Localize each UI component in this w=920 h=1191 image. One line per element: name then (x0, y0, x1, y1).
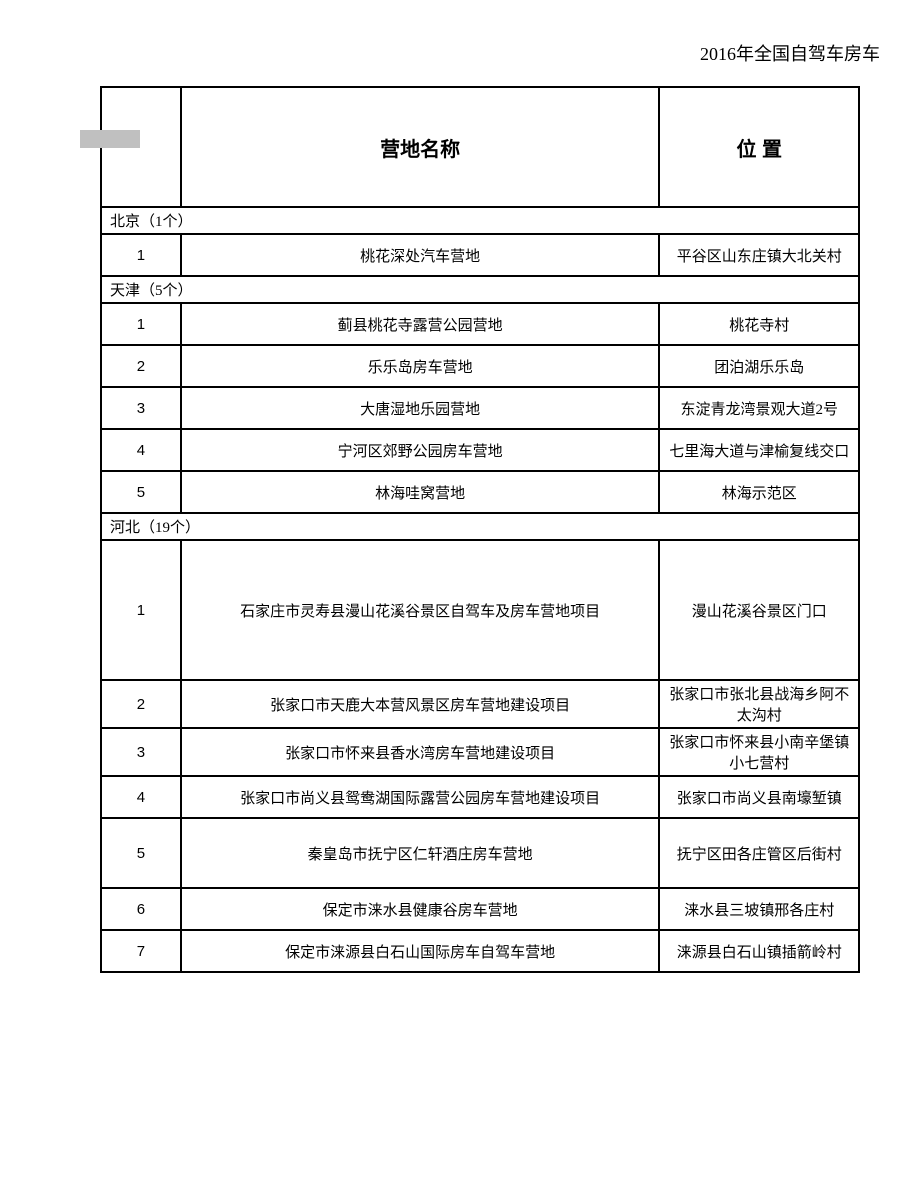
row-number: 6 (101, 888, 181, 930)
section-header-row: 北京（1个） (101, 207, 859, 234)
row-number: 2 (101, 345, 181, 387)
row-number: 2 (101, 680, 181, 728)
row-number: 1 (101, 234, 181, 276)
header-location-cell: 位 置 (659, 87, 859, 207)
campsite-location: 林海示范区 (659, 471, 859, 513)
row-number: 3 (101, 387, 181, 429)
row-number: 1 (101, 303, 181, 345)
campsite-table: 营地名称 位 置 北京（1个）1桃花深处汽车营地平谷区山东庄镇大北关村天津（5个… (100, 86, 860, 973)
campsite-location: 平谷区山东庄镇大北关村 (659, 234, 859, 276)
campsite-location: 张家口市张北县战海乡阿不太沟村 (659, 680, 859, 728)
campsite-location: 漫山花溪谷景区门口 (659, 540, 859, 680)
campsite-location: 东淀青龙湾景观大道2号 (659, 387, 859, 429)
campsite-name: 蓟县桃花寺露营公园营地 (181, 303, 660, 345)
campsite-name: 保定市涞源县白石山国际房车自驾车营地 (181, 930, 660, 972)
table-row: 4张家口市尚义县鸳鸯湖国际露营公园房车营地建设项目张家口市尚义县南壕堑镇 (101, 776, 859, 818)
table-row: 3大唐湿地乐园营地东淀青龙湾景观大道2号 (101, 387, 859, 429)
campsite-name: 宁河区郊野公园房车营地 (181, 429, 660, 471)
campsite-location: 抚宁区田各庄管区后街村 (659, 818, 859, 888)
table-row: 2乐乐岛房车营地团泊湖乐乐岛 (101, 345, 859, 387)
campsite-location: 涞源县白石山镇插箭岭村 (659, 930, 859, 972)
campsite-name: 张家口市怀来县香水湾房车营地建设项目 (181, 728, 660, 776)
page-title: 2016年全国自驾车房车 (20, 40, 900, 66)
campsite-name: 保定市涞水县健康谷房车营地 (181, 888, 660, 930)
campsite-name: 桃花深处汽车营地 (181, 234, 660, 276)
row-number: 1 (101, 540, 181, 680)
table-row: 2张家口市天鹿大本营风景区房车营地建设项目张家口市张北县战海乡阿不太沟村 (101, 680, 859, 728)
table-header-row: 营地名称 位 置 (101, 87, 859, 207)
row-number: 5 (101, 471, 181, 513)
table-row: 6保定市涞水县健康谷房车营地涞水县三坡镇邢各庄村 (101, 888, 859, 930)
campsite-name: 乐乐岛房车营地 (181, 345, 660, 387)
campsite-location: 张家口市怀来县小南辛堡镇小七营村 (659, 728, 859, 776)
section-label: 天津（5个） (101, 276, 859, 303)
section-header-row: 河北（19个） (101, 513, 859, 540)
campsite-location: 涞水县三坡镇邢各庄村 (659, 888, 859, 930)
campsite-name: 林海哇窝营地 (181, 471, 660, 513)
row-number: 4 (101, 776, 181, 818)
table-row: 5秦皇岛市抚宁区仁轩酒庄房车营地抚宁区田各庄管区后街村 (101, 818, 859, 888)
table-row: 5林海哇窝营地林海示范区 (101, 471, 859, 513)
gray-decoration (80, 130, 140, 148)
section-label: 北京（1个） (101, 207, 859, 234)
section-header-row: 天津（5个） (101, 276, 859, 303)
campsite-name: 大唐湿地乐园营地 (181, 387, 660, 429)
table-row: 7保定市涞源县白石山国际房车自驾车营地涞源县白石山镇插箭岭村 (101, 930, 859, 972)
row-number: 5 (101, 818, 181, 888)
campsite-location: 桃花寺村 (659, 303, 859, 345)
row-number: 3 (101, 728, 181, 776)
campsite-location: 张家口市尚义县南壕堑镇 (659, 776, 859, 818)
campsite-name: 秦皇岛市抚宁区仁轩酒庄房车营地 (181, 818, 660, 888)
header-name-cell: 营地名称 (181, 87, 660, 207)
campsite-name: 张家口市尚义县鸳鸯湖国际露营公园房车营地建设项目 (181, 776, 660, 818)
row-number: 7 (101, 930, 181, 972)
table-row: 3张家口市怀来县香水湾房车营地建设项目张家口市怀来县小南辛堡镇小七营村 (101, 728, 859, 776)
table-row: 4宁河区郊野公园房车营地七里海大道与津榆复线交口 (101, 429, 859, 471)
row-number: 4 (101, 429, 181, 471)
campsite-location: 七里海大道与津榆复线交口 (659, 429, 859, 471)
campsite-name: 石家庄市灵寿县漫山花溪谷景区自驾车及房车营地项目 (181, 540, 660, 680)
section-label: 河北（19个） (101, 513, 859, 540)
table-row: 1石家庄市灵寿县漫山花溪谷景区自驾车及房车营地项目漫山花溪谷景区门口 (101, 540, 859, 680)
campsite-name: 张家口市天鹿大本营风景区房车营地建设项目 (181, 680, 660, 728)
table-row: 1蓟县桃花寺露营公园营地桃花寺村 (101, 303, 859, 345)
campsite-location: 团泊湖乐乐岛 (659, 345, 859, 387)
table-row: 1桃花深处汽车营地平谷区山东庄镇大北关村 (101, 234, 859, 276)
